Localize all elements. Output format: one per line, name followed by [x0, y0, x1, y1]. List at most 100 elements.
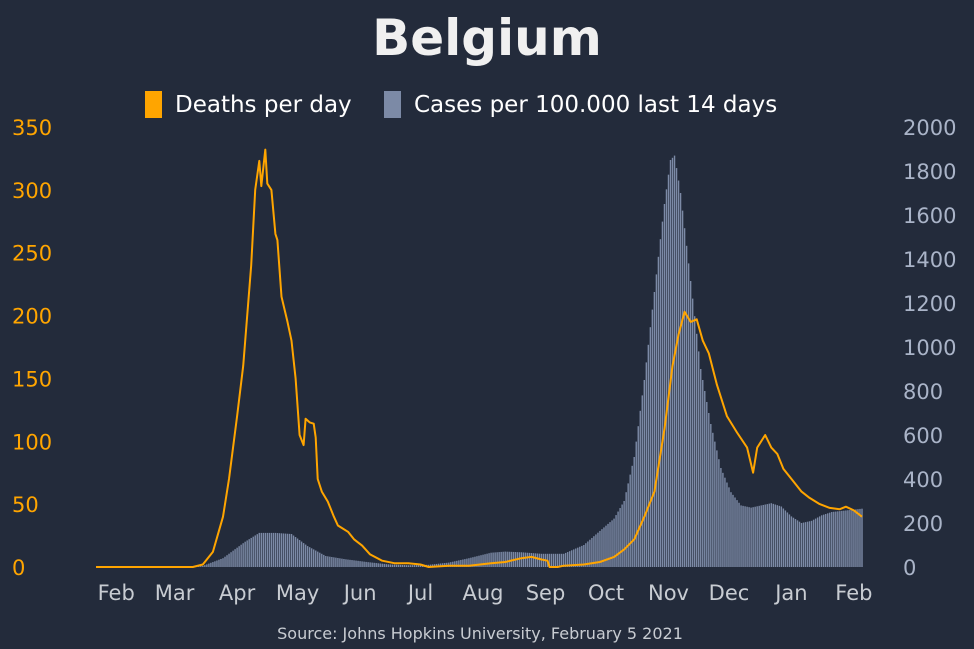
cases-bar [250, 537, 252, 567]
cases-bar [593, 536, 595, 567]
cases-bar [706, 402, 708, 567]
cases-bar [484, 554, 486, 567]
cases-bar [510, 551, 512, 567]
cases-bar [661, 221, 664, 567]
cases-bar [637, 426, 639, 567]
cases-bar [855, 509, 857, 567]
chart-title: Belgium [372, 9, 602, 67]
cases-bar [554, 553, 557, 567]
cases-bar [359, 561, 361, 567]
cases-bar [228, 553, 230, 567]
cases-bar [429, 564, 432, 567]
cases-bar [508, 551, 510, 567]
cases-bar [847, 510, 849, 567]
cases-bar [389, 564, 392, 567]
cases-bar [575, 548, 577, 567]
cases-bar [800, 523, 803, 567]
cases-bar [252, 536, 254, 567]
cases-bar [268, 532, 271, 567]
x-axis-ticks: Feb Mar Apr May Jun Jul Aug Sep Oct Nov Dec Jan Feb [98, 581, 873, 605]
cases-bar [214, 561, 216, 567]
cases-bar [655, 274, 658, 567]
cases-bar [490, 552, 492, 567]
cases-bar [667, 174, 670, 568]
cases-bar [758, 505, 760, 567]
cases-bar [232, 550, 234, 567]
cases-bar [383, 563, 385, 567]
cases-bar [812, 519, 815, 567]
cases-bar [788, 514, 791, 567]
cases-bar [726, 482, 728, 567]
cases-bar [782, 508, 785, 567]
cases-bar [665, 189, 668, 567]
cases-bar [794, 519, 797, 567]
cases-bar [704, 391, 706, 567]
cases-bars [186, 155, 863, 568]
cases-bar [321, 553, 323, 567]
cases-bar [294, 537, 297, 567]
cases-bar [262, 532, 265, 567]
cases-bar [502, 551, 504, 567]
cases-bar [333, 557, 335, 567]
right-axis-ticks: 0 200 400 600 800 1000 1200 1400 1600 1800 2000 [903, 116, 956, 580]
cases-bar [629, 474, 631, 567]
cases-bar [274, 532, 277, 567]
legend-swatch-cases [384, 91, 401, 118]
cases-bar [790, 516, 793, 567]
cases-bar [849, 510, 851, 567]
cases-bar [732, 494, 734, 567]
cases-bar [452, 561, 454, 567]
cases-bar [552, 553, 555, 567]
cases-bar [226, 555, 228, 567]
cases-bar [304, 544, 307, 567]
cases-bar [740, 505, 742, 567]
left-axis-tick-label: 100 [12, 430, 52, 454]
cases-bar [714, 441, 716, 567]
cases-bar [760, 505, 762, 567]
cases-bar [843, 510, 845, 567]
cases-bar [204, 565, 206, 567]
cases-bar [482, 554, 484, 567]
cases-bar [562, 553, 565, 567]
cases-bar [335, 557, 337, 567]
cases-bar [857, 509, 859, 567]
cases-bar [317, 551, 319, 567]
x-axis-tick-label: Dec [709, 581, 750, 605]
cases-bar [669, 160, 672, 567]
left-axis-ticks: 0 50 100 150 200 250 300 350 [12, 116, 52, 580]
cases-bar [595, 534, 597, 567]
cases-bar [651, 309, 654, 567]
cases-bar [536, 553, 539, 567]
cases-bar [524, 552, 527, 567]
cases-bar [693, 316, 696, 567]
cases-bar [675, 168, 678, 567]
cases-bar [573, 549, 575, 567]
right-axis-tick-label: 800 [903, 380, 943, 404]
cases-bar [814, 518, 817, 567]
x-axis-tick-label: Mar [155, 581, 195, 605]
cases-bar [831, 512, 833, 567]
cases-bar [724, 477, 726, 567]
x-axis-tick-label: Jan [773, 581, 807, 605]
x-axis-tick-label: Sep [526, 581, 566, 605]
cases-bar [822, 514, 825, 567]
cases-bar [772, 503, 775, 567]
x-axis-tick-label: Aug [462, 581, 503, 605]
cases-bar [861, 508, 863, 567]
cases-bar [722, 472, 724, 567]
cases-bar [744, 506, 746, 567]
cases-bar [700, 369, 702, 567]
cases-bar [591, 537, 593, 567]
cases-bar [818, 516, 821, 567]
cases-bar [433, 564, 436, 567]
cases-bar [361, 561, 363, 567]
cases-bar [456, 560, 458, 567]
cases-bar [748, 507, 750, 567]
cases-bar [431, 564, 434, 567]
cases-bar [202, 565, 204, 567]
cases-bar [476, 556, 478, 567]
cases-bar [835, 511, 837, 567]
cases-bar [859, 508, 861, 567]
cases-bar [472, 557, 474, 567]
cases-bar [808, 521, 811, 567]
